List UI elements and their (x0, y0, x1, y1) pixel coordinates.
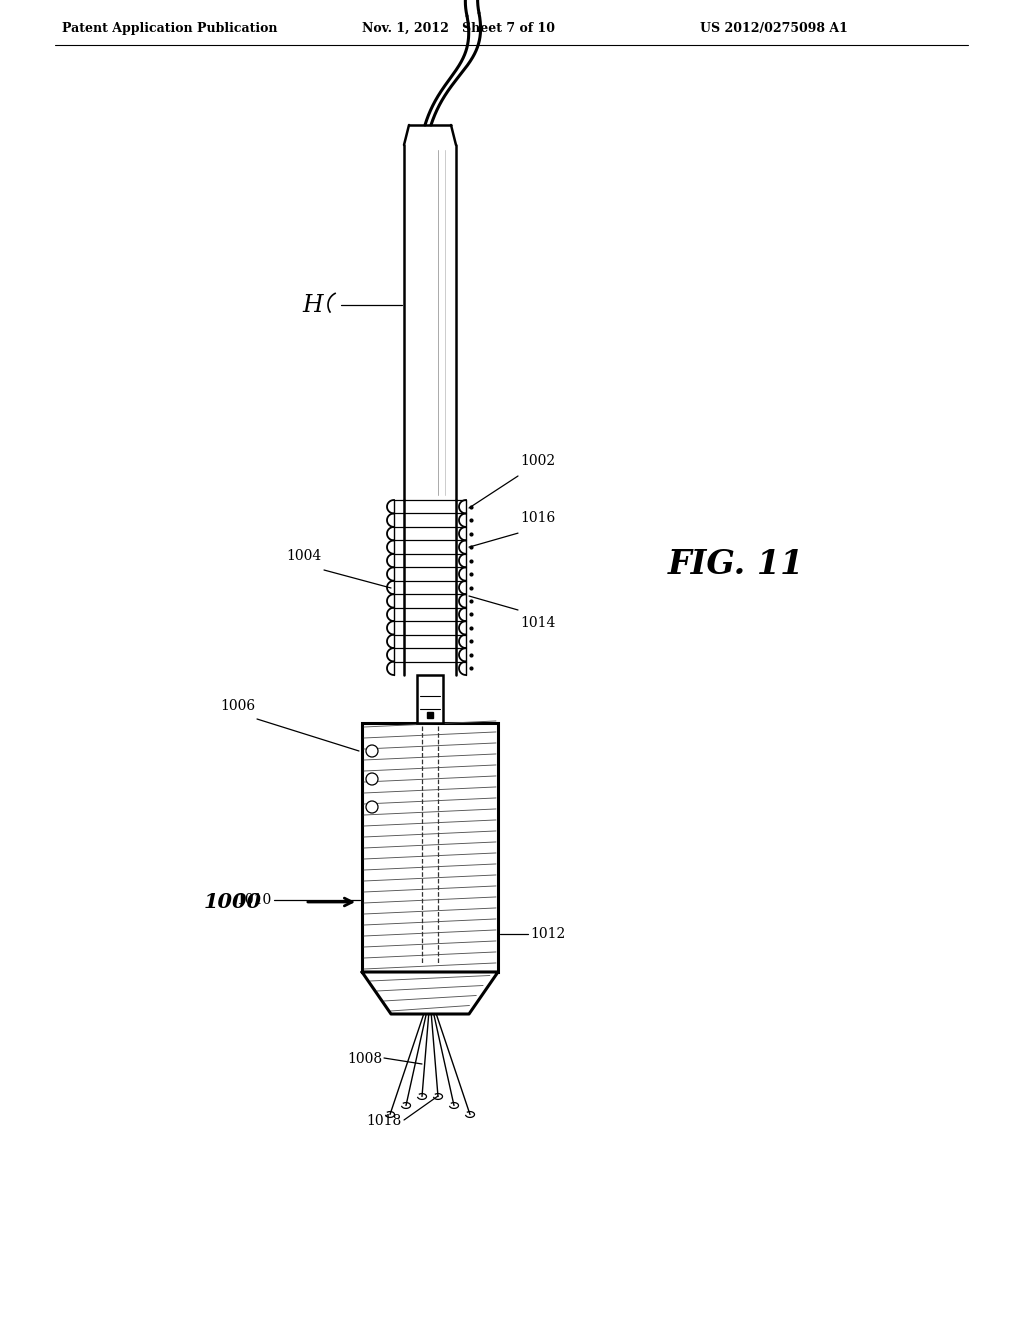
Text: 1006: 1006 (220, 700, 255, 713)
Circle shape (366, 801, 378, 813)
Text: 1018: 1018 (367, 1114, 402, 1129)
Text: 1012: 1012 (530, 927, 565, 941)
Text: 1010: 1010 (237, 894, 272, 907)
Bar (417, 675, 443, 723)
Text: 1008: 1008 (347, 1052, 382, 1067)
Text: Patent Application Publication: Patent Application Publication (62, 22, 278, 36)
Text: 1014: 1014 (520, 616, 555, 630)
Text: FIG. 11: FIG. 11 (668, 549, 805, 582)
Text: Nov. 1, 2012   Sheet 7 of 10: Nov. 1, 2012 Sheet 7 of 10 (362, 22, 555, 36)
Text: 1002: 1002 (520, 454, 555, 469)
Text: 1016: 1016 (520, 511, 555, 525)
Polygon shape (362, 972, 498, 1014)
Text: US 2012/0275098 A1: US 2012/0275098 A1 (700, 22, 848, 36)
Circle shape (366, 744, 378, 756)
Text: 1000: 1000 (204, 892, 262, 912)
Text: H: H (302, 293, 323, 317)
Circle shape (366, 774, 378, 785)
Text: 1004: 1004 (287, 549, 322, 564)
Bar (362, 723, 498, 972)
